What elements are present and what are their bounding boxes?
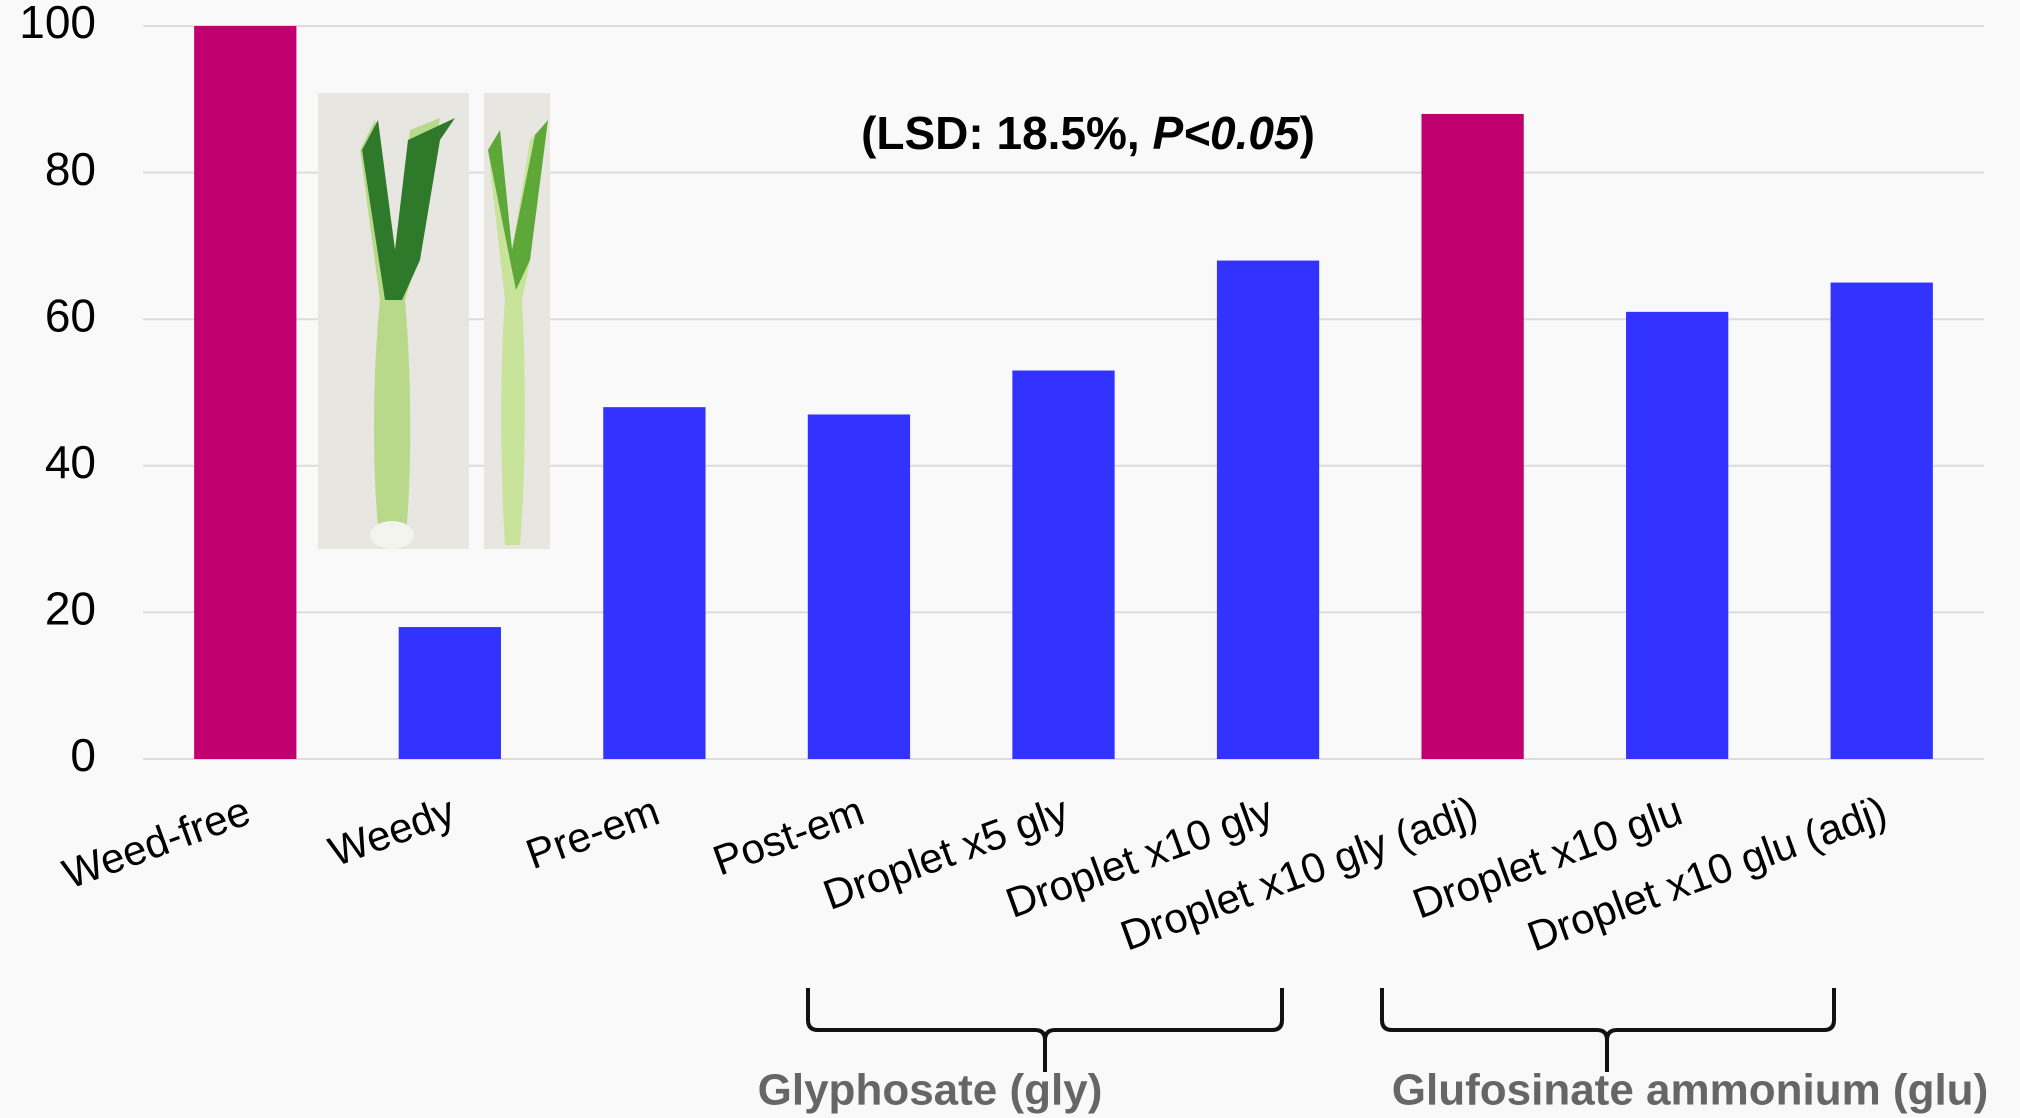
annotation-part: P<0.05 <box>1153 107 1301 159</box>
bar <box>1626 312 1728 759</box>
annotation-part: (LSD: 18.5%, <box>861 107 1152 159</box>
bar <box>603 407 705 759</box>
bar <box>808 414 910 759</box>
leek-photos <box>318 93 550 549</box>
annotation-part: ) <box>1300 107 1315 159</box>
bar <box>1831 283 1933 759</box>
y-tick-label: 20 <box>45 583 96 635</box>
y-tick-label: 60 <box>45 289 96 341</box>
bar <box>1217 261 1319 759</box>
bar <box>194 26 296 759</box>
group-label: Glufosinate ammonium (glu) <box>1392 1066 1988 1115</box>
bar <box>1421 114 1523 759</box>
annotation: (LSD: 18.5%, P<0.05) <box>861 107 1315 159</box>
y-tick-label: 0 <box>70 729 96 781</box>
bar <box>399 627 501 759</box>
bar <box>1012 371 1114 759</box>
chart: (LSD: 18.5%, P<0.05) Glyphosate (gly) Gl… <box>0 0 2020 1118</box>
page: (LSD: 18.5%, P<0.05) Glyphosate (gly) Gl… <box>0 0 2020 1118</box>
group-label: Glyphosate (gly) <box>758 1066 1103 1115</box>
y-tick-label: 80 <box>45 143 96 195</box>
y-tick-label: 100 <box>19 0 96 48</box>
y-tick-label: 40 <box>45 436 96 488</box>
